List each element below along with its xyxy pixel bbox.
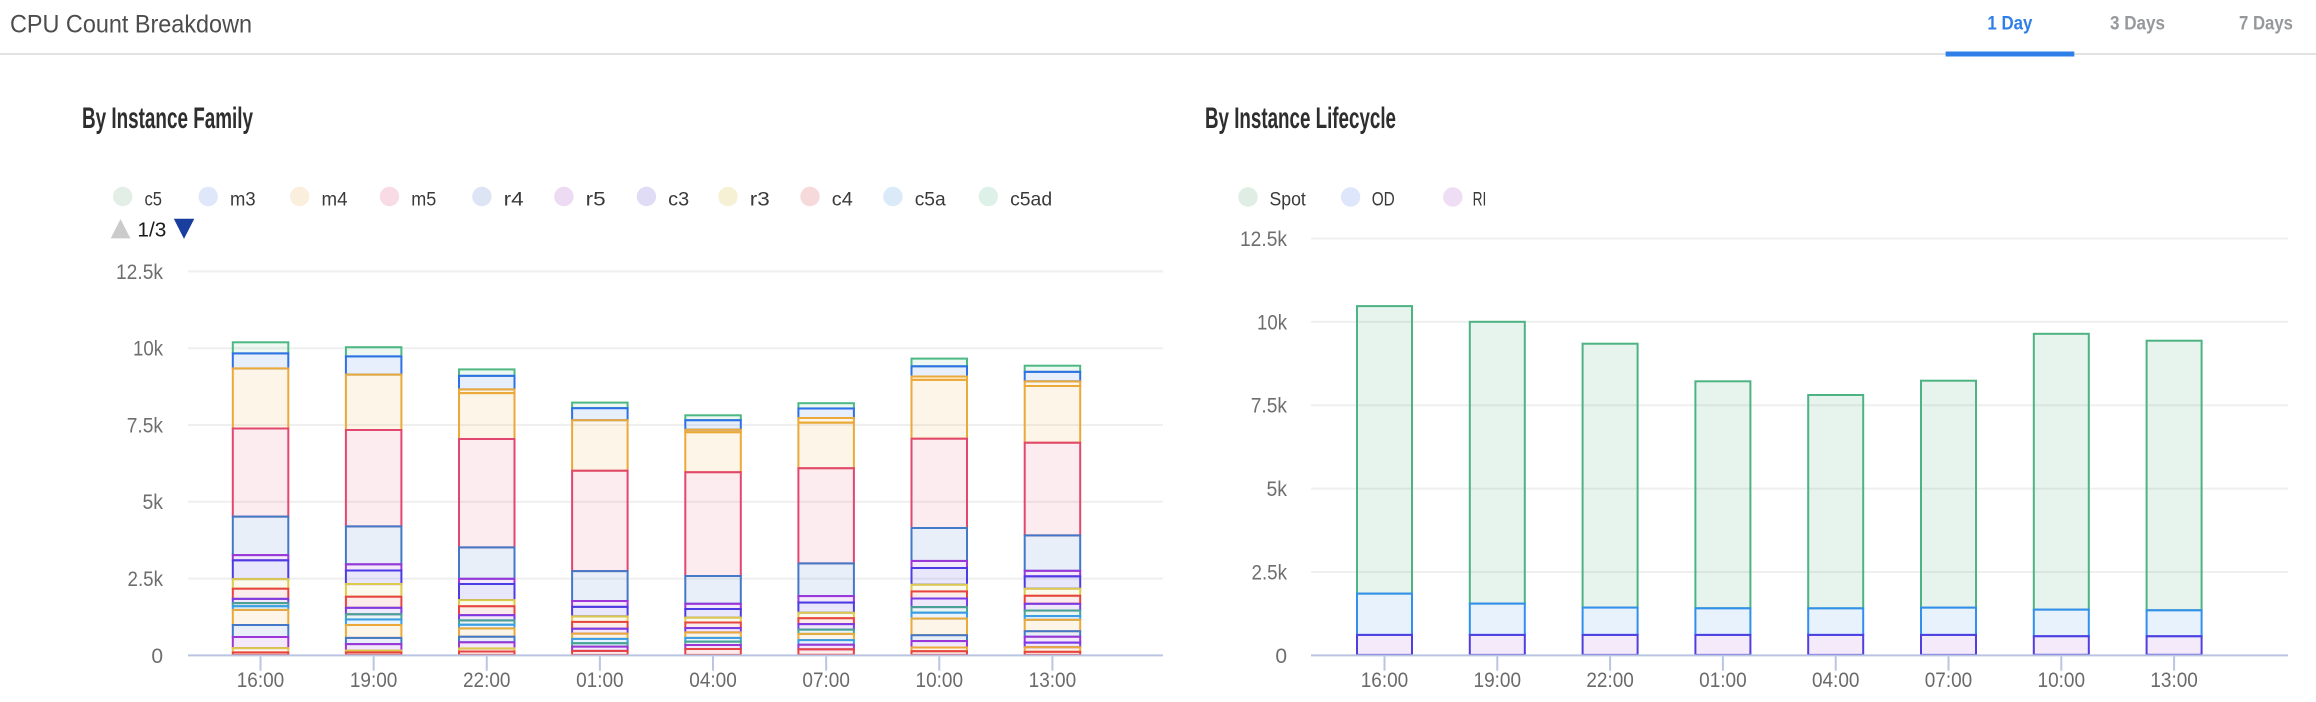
svg-text:RI: RI — [1473, 189, 1487, 211]
svg-text:By Instance Family: By Instance Family — [82, 102, 253, 135]
svg-text:10:00: 10:00 — [2038, 669, 2086, 692]
svg-text:19:00: 19:00 — [1474, 669, 1522, 692]
svg-text:7.5k: 7.5k — [127, 414, 164, 437]
svg-text:13:00: 13:00 — [2150, 669, 2198, 692]
svg-text:07:00: 07:00 — [802, 669, 850, 692]
svg-text:01:00: 01:00 — [576, 669, 624, 692]
svg-text:r4: r4 — [504, 189, 524, 211]
svg-text:OD: OD — [1372, 189, 1395, 211]
svg-text:07:00: 07:00 — [1925, 669, 1973, 692]
svg-text:5k: 5k — [1267, 478, 1288, 501]
svg-text:0: 0 — [151, 645, 163, 668]
svg-text:c4: c4 — [832, 189, 853, 211]
svg-text:10k: 10k — [133, 338, 163, 361]
svg-text:22:00: 22:00 — [1586, 669, 1634, 692]
svg-text:13:00: 13:00 — [1029, 669, 1077, 692]
svg-text:22:00: 22:00 — [463, 669, 511, 692]
svg-text:Spot: Spot — [1270, 189, 1307, 211]
svg-text:7 Days: 7 Days — [2239, 14, 2293, 35]
svg-text:7.5k: 7.5k — [1251, 395, 1288, 418]
svg-text:c5ad: c5ad — [1010, 189, 1052, 211]
svg-text:2.5k: 2.5k — [1252, 561, 1288, 584]
svg-text:c5a: c5a — [915, 189, 946, 211]
svg-text:c5: c5 — [145, 189, 163, 211]
svg-text:10:00: 10:00 — [916, 669, 964, 692]
svg-text:16:00: 16:00 — [237, 669, 285, 692]
svg-text:r5: r5 — [586, 189, 606, 211]
svg-text:16:00: 16:00 — [1361, 669, 1409, 692]
svg-text:c3: c3 — [668, 189, 689, 211]
svg-text:04:00: 04:00 — [689, 669, 737, 692]
svg-text:19:00: 19:00 — [350, 669, 398, 692]
svg-text:m5: m5 — [411, 189, 436, 211]
svg-text:3 Days: 3 Days — [2110, 14, 2165, 35]
svg-text:m3: m3 — [230, 189, 256, 211]
svg-text:10k: 10k — [1257, 311, 1287, 334]
svg-text:m4: m4 — [322, 189, 348, 211]
svg-text:0: 0 — [1275, 645, 1287, 668]
svg-text:r3: r3 — [750, 189, 770, 211]
svg-text:04:00: 04:00 — [1812, 669, 1860, 692]
svg-text:01:00: 01:00 — [1699, 669, 1747, 692]
svg-text:12.5k: 12.5k — [1240, 228, 1287, 251]
svg-text:1 Day: 1 Day — [1987, 14, 2032, 35]
svg-text:12.5k: 12.5k — [116, 261, 163, 284]
svg-text:2.5k: 2.5k — [128, 568, 164, 591]
svg-text:1/3: 1/3 — [137, 219, 166, 242]
svg-text:CPU Count Breakdown: CPU Count Breakdown — [10, 11, 252, 39]
svg-text:By Instance Lifecycle: By Instance Lifecycle — [1205, 102, 1396, 135]
svg-text:5k: 5k — [143, 491, 164, 514]
